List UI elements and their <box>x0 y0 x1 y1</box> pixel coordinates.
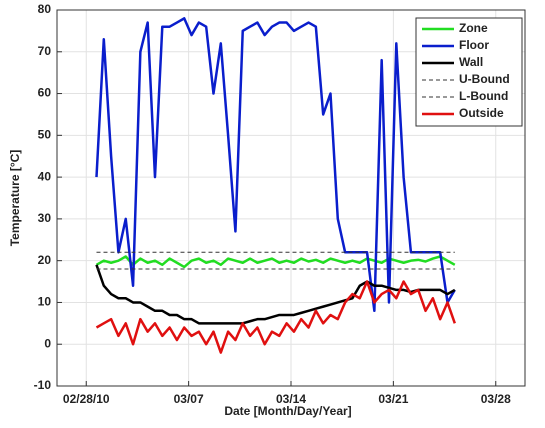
legend-box <box>415 17 523 127</box>
y-tick-label: 60 <box>38 86 52 100</box>
series-line <box>95 255 456 269</box>
legend-label: Outside <box>459 106 504 120</box>
y-tick-label: 70 <box>38 44 52 58</box>
y-tick-label: -10 <box>34 378 52 392</box>
legend-label: Zone <box>459 21 488 35</box>
x-tick-label: 02/28/10 <box>63 392 110 406</box>
y-tick-label: 20 <box>38 253 52 267</box>
y-tick-label: 40 <box>38 169 52 183</box>
y-tick-label: 50 <box>38 128 52 142</box>
y-tick-label: 0 <box>44 336 51 350</box>
plot-frame <box>56 9 526 387</box>
x-tick-label: 03/07 <box>174 392 204 406</box>
series-line <box>95 280 456 354</box>
x-tick-label: 03/14 <box>276 392 306 406</box>
x-axis-label: Date [Month/Day/Year] <box>224 404 351 418</box>
x-tick-label: 03/28 <box>481 392 511 406</box>
y-tick-label: 80 <box>38 2 52 16</box>
legend-label: Floor <box>459 38 489 52</box>
legend-label: L-Bound <box>459 89 508 103</box>
series-line <box>95 264 456 325</box>
series-line <box>95 17 456 313</box>
legend-label: U-Bound <box>459 72 510 86</box>
y-axis-label: Temperature [°C] <box>8 150 22 247</box>
y-tick-label: 10 <box>38 295 52 309</box>
y-tick-label: 30 <box>38 211 52 225</box>
legend-label: Wall <box>459 55 483 69</box>
x-tick-label: 03/21 <box>378 392 408 406</box>
